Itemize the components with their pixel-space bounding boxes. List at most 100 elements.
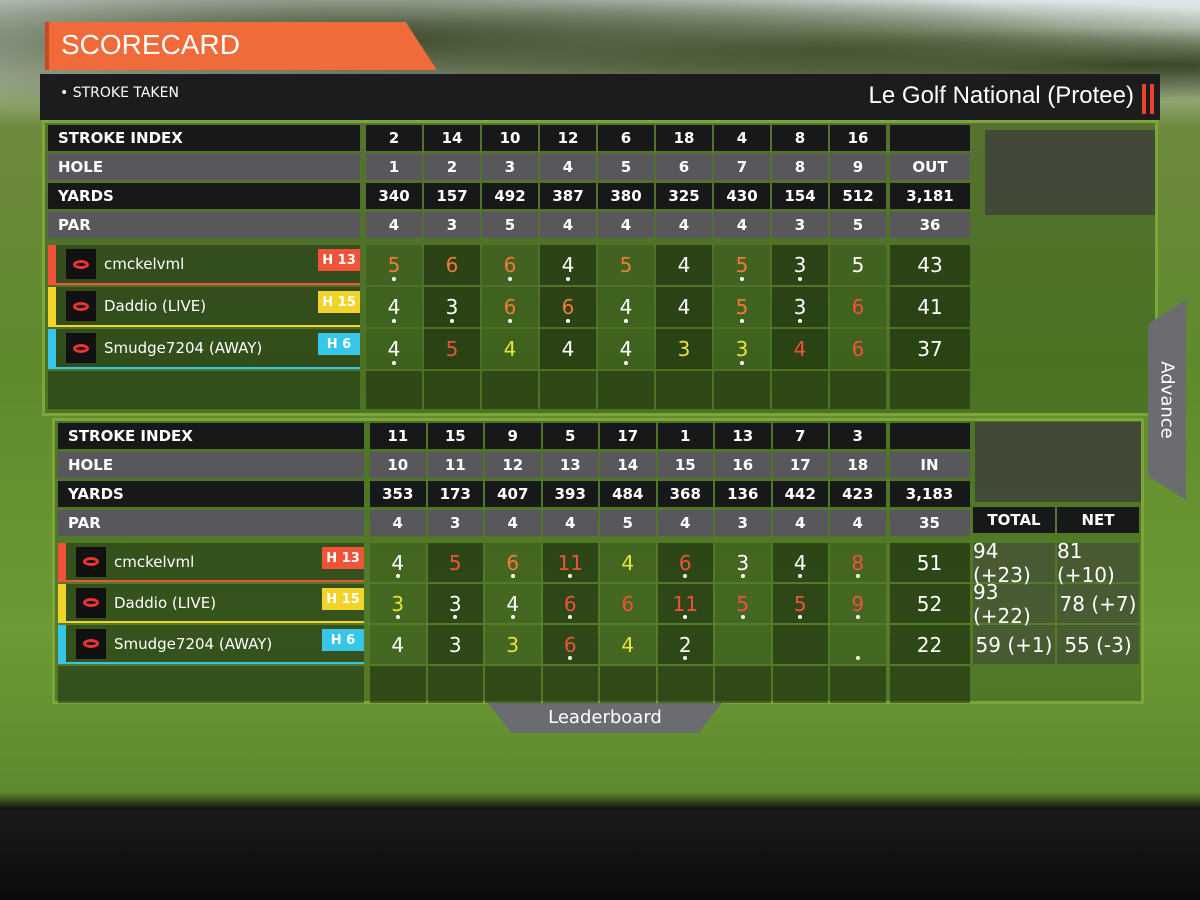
back-stroke-index-cell: 3 — [830, 423, 886, 449]
handicap-stroke-dot — [798, 277, 802, 281]
score-cell: 4 — [598, 329, 654, 369]
back-par-cell: 4 — [370, 510, 426, 536]
player-total: 94 (+23) — [973, 539, 1055, 587]
back-hole-cell: 10 — [370, 452, 426, 478]
row-label-yards: YARDS — [48, 183, 360, 209]
score-cell — [715, 625, 771, 664]
score-cell: 5 — [714, 245, 770, 285]
score-cell: 43 — [890, 245, 970, 285]
leaderboard-button[interactable]: Leaderboard — [488, 703, 722, 733]
front-hole-cell: 1 — [366, 154, 422, 180]
front-yards-cell: 430 — [714, 183, 770, 209]
handicap-stroke-dot — [798, 615, 803, 619]
front-yards-cell: 380 — [598, 183, 654, 209]
blank-cell — [890, 371, 970, 409]
handicap-stroke-dot — [508, 319, 512, 323]
row-label-par: PAR — [58, 510, 364, 536]
back-yards-cell: 353 — [370, 481, 426, 507]
back-stroke-index-cell — [889, 423, 970, 449]
score-cell: 4 — [600, 543, 656, 582]
blank-cell — [540, 371, 596, 409]
front-yards-cell: 325 — [656, 183, 712, 209]
handicap-badge: H 13 — [322, 547, 364, 569]
score-cell: 3 — [427, 584, 483, 623]
back-par-cell: 4 — [657, 510, 713, 536]
front-stroke-index-cell: 16 — [830, 125, 886, 151]
player-row: Smudge7204 (AWAY) H 6 — [58, 625, 364, 664]
front-hole-cell: 6 — [656, 154, 712, 180]
score-cell: 3 — [714, 329, 770, 369]
score-cell: 3 — [370, 584, 426, 623]
score-cell: 3 — [772, 245, 828, 285]
row-label-stroke-index: STROKE INDEX — [58, 423, 364, 449]
blank-row — [58, 666, 364, 703]
back-yards-cell: 407 — [485, 481, 541, 507]
row-label-yards: YARDS — [58, 481, 364, 507]
handicap-stroke-dot — [392, 361, 396, 365]
score-cell: 4 — [370, 625, 426, 664]
score-cell: 5 — [830, 245, 886, 285]
advance-button[interactable]: Advance — [1148, 300, 1186, 500]
score-cell: 11 — [542, 543, 598, 582]
front-yards-cell: 492 — [482, 183, 538, 209]
handicap-stroke-dot — [855, 656, 860, 660]
back-yards-cell: 442 — [772, 481, 828, 507]
avatar — [66, 333, 96, 363]
player-name: cmckelvml — [104, 255, 185, 273]
total-header: TOTAL — [973, 507, 1055, 533]
handicap-stroke-dot — [392, 277, 396, 281]
front-stroke-index-cell: 14 — [424, 125, 480, 151]
blank-cell — [772, 371, 828, 409]
back-yards-cell: 368 — [657, 481, 713, 507]
score-cell: 5 — [714, 287, 770, 327]
score-cell: 5 — [715, 584, 771, 623]
back-par-cell: 4 — [772, 510, 828, 536]
score-cell: 3 — [715, 543, 771, 582]
score-cell: 5 — [424, 329, 480, 369]
score-cell: 4 — [772, 329, 828, 369]
front-stroke-index-cell: 18 — [656, 125, 712, 151]
blank-cell — [715, 666, 771, 703]
handicap-stroke-dot — [855, 615, 860, 619]
front-yards-cell: 3,181 — [890, 183, 970, 209]
player-row: cmckelvml H 13 — [58, 543, 364, 582]
front-hole-cell: 5 — [598, 154, 654, 180]
back-yards-cell: 3,183 — [889, 481, 970, 507]
avatar — [66, 291, 96, 321]
score-cell: 51 — [889, 543, 970, 582]
back-par-cell: 3 — [427, 510, 483, 536]
handicap-stroke-dot — [568, 574, 573, 578]
avatar — [66, 249, 96, 279]
handicap-stroke-dot — [453, 615, 458, 619]
handicap-stroke-dot — [395, 615, 400, 619]
front-yards-cell: 157 — [424, 183, 480, 209]
back-yards-cell: 423 — [830, 481, 886, 507]
logo-icon — [83, 598, 99, 607]
game-mode: • STROKE TAKEN — [60, 85, 179, 101]
score-cell: 6 — [424, 245, 480, 285]
advance-label: Advance — [1156, 361, 1178, 439]
front-par-cell: 4 — [656, 212, 712, 238]
score-cell: 52 — [889, 584, 970, 623]
avatar — [76, 546, 106, 577]
blank-cell — [714, 371, 770, 409]
blank-cell — [482, 371, 538, 409]
back-hole-cell: 15 — [657, 452, 713, 478]
front-stroke-index-cell: 2 — [366, 125, 422, 151]
back-par-cell: 35 — [889, 510, 970, 536]
back-stroke-index-cell: 17 — [600, 423, 656, 449]
score-cell: 3 — [485, 625, 541, 664]
row-label-stroke-index: STROKE INDEX — [48, 125, 360, 151]
score-cell — [830, 625, 886, 664]
back-stroke-index-cell: 9 — [485, 423, 541, 449]
score-cell: 4 — [598, 287, 654, 327]
front-hole-cell: 7 — [714, 154, 770, 180]
back-stroke-index-cell: 15 — [427, 423, 483, 449]
front-par-cell: 36 — [890, 212, 970, 238]
blank-cell — [370, 666, 426, 703]
blank-cell — [600, 666, 656, 703]
score-cell: 4 — [366, 329, 422, 369]
back-hole-cell: 12 — [485, 452, 541, 478]
handicap-stroke-dot — [568, 656, 573, 660]
player-row: Smudge7204 (AWAY) H 6 — [48, 329, 360, 369]
